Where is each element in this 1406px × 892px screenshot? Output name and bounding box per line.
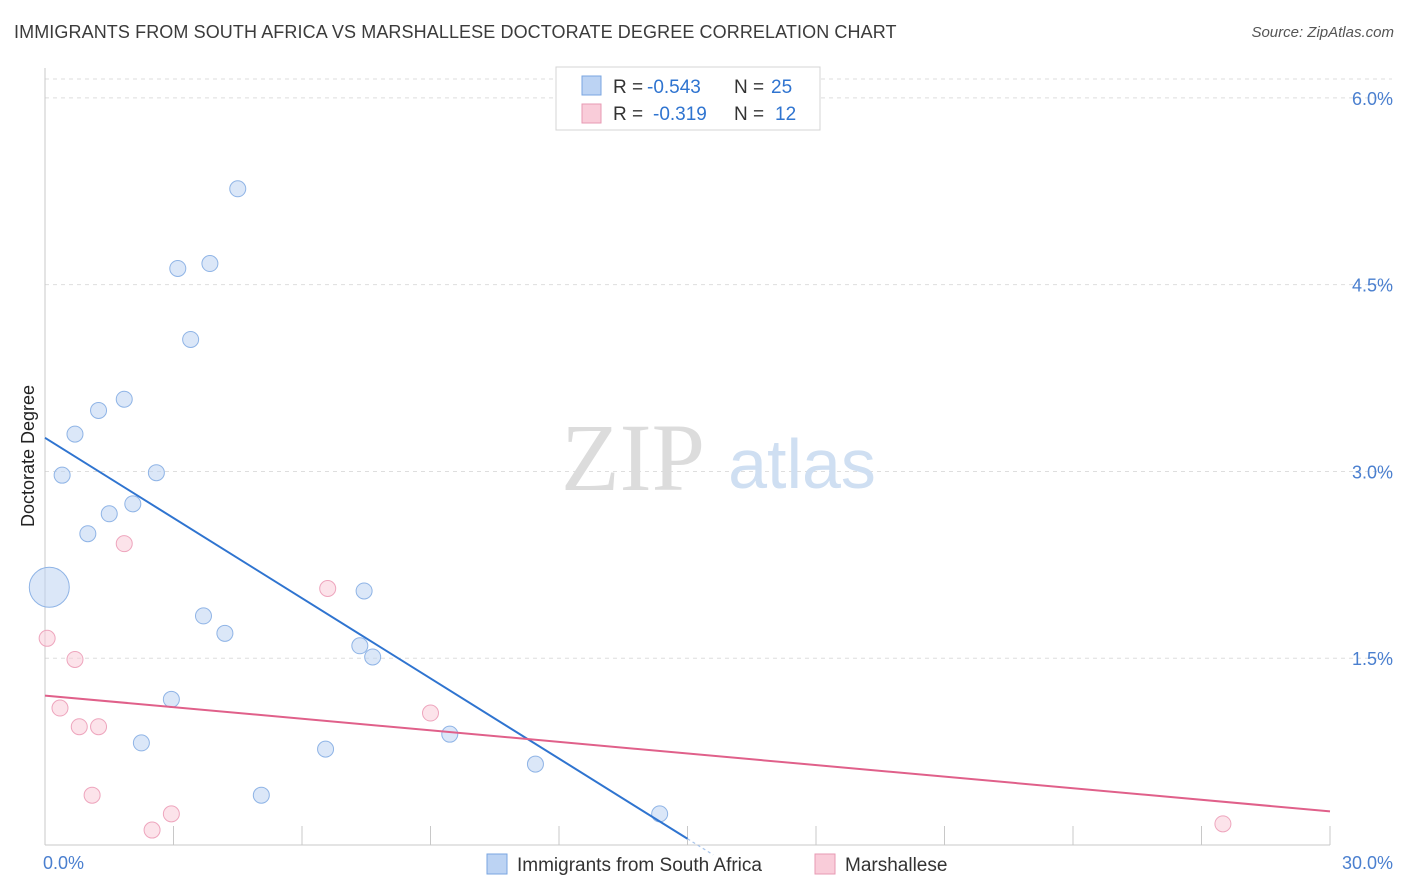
point-south-africa-13: [194, 607, 212, 625]
watermark-zip: ZIP: [561, 404, 705, 511]
watermark: ZIP atlas: [561, 404, 876, 511]
chart-title: IMMIGRANTS FROM SOUTH AFRICA VS MARSHALL…: [14, 22, 897, 42]
point-marshallese-11: [1214, 815, 1232, 833]
chart-source: Source: ZipAtlas.com: [1251, 24, 1394, 41]
trend-lines: [44, 436, 1331, 856]
point-south-africa-1: [53, 466, 71, 484]
legend-label-marshallese: Marshallese: [845, 855, 947, 876]
stats-legend-swatch-blue: [581, 75, 602, 96]
point-south-africa-5: [100, 505, 118, 523]
trend-line-south-africa-extension: [687, 838, 714, 856]
point-south-africa-4: [90, 401, 108, 419]
point-south-africa-6: [115, 390, 133, 408]
series-legend: Immigrants from South Africa Marshallese: [486, 853, 947, 876]
point-south-africa-15: [216, 624, 234, 642]
stats-legend: R = -0.543 N = 25 R = -0.319 N = 12: [555, 66, 821, 131]
point-south-africa-8: [132, 734, 150, 752]
point-marshallese-5: [90, 718, 108, 736]
point-south-africa-12: [182, 330, 200, 348]
point-south-africa-11: [169, 259, 187, 277]
point-south-africa-22: [441, 725, 459, 743]
stats-legend-n-value-2: 12: [775, 104, 796, 125]
point-south-africa-20: [355, 582, 373, 600]
point-south-africa-16: [229, 180, 247, 198]
point-marshallese-9: [319, 579, 337, 597]
y-tick-label-3: 6.0%: [1352, 89, 1393, 109]
point-marshallese-6: [115, 535, 133, 553]
point-marshallese-8: [162, 805, 180, 823]
point-marshallese-0: [38, 629, 56, 647]
watermark-atlas: atlas: [728, 425, 876, 503]
trend-line-south-africa: [44, 436, 689, 840]
point-south-africa-0: [28, 566, 70, 608]
stats-legend-r-value-1: -0.543: [647, 77, 701, 98]
point-south-africa-24: [651, 805, 669, 823]
legend-swatch-south-africa: [486, 853, 508, 875]
point-south-africa-2: [66, 425, 84, 443]
stats-legend-r-label-1: R =: [613, 77, 643, 98]
x-tick-label-end: 30.0%: [1342, 853, 1393, 873]
y-tick-label-1: 3.0%: [1352, 462, 1393, 482]
point-marshallese-2: [66, 650, 84, 668]
point-south-africa-14: [201, 255, 219, 273]
stats-legend-n-label-2: N =: [734, 104, 764, 125]
legend-label-south-africa: Immigrants from South Africa: [517, 855, 762, 876]
axes: [44, 68, 1331, 846]
point-south-africa-21: [364, 648, 382, 666]
point-marshallese-1: [51, 699, 69, 717]
stats-legend-n-value-1: 25: [771, 77, 792, 98]
x-tick-label-start: 0.0%: [43, 853, 84, 873]
point-marshallese-7: [143, 821, 161, 839]
point-south-africa-17: [252, 786, 270, 804]
legend-swatch-marshallese: [814, 853, 836, 875]
point-marshallese-10: [422, 704, 439, 722]
trend-line-marshallese: [44, 694, 1331, 813]
y-tick-label-2: 4.5%: [1352, 276, 1393, 296]
stats-legend-r-value-2: -0.319: [653, 104, 707, 125]
point-south-africa-23: [526, 755, 544, 773]
stats-legend-n-label-1: N =: [734, 77, 764, 98]
data-points: [28, 180, 1232, 839]
grid-lines: [45, 78, 1392, 659]
y-tick-label-0: 1.5%: [1352, 649, 1393, 669]
point-south-africa-9: [147, 464, 165, 482]
point-south-africa-7: [124, 495, 142, 513]
point-south-africa-18: [317, 740, 335, 758]
point-south-africa-3: [79, 525, 97, 543]
point-south-africa-10: [162, 690, 180, 708]
stats-legend-swatch-pink: [581, 103, 602, 124]
stats-legend-r-label-2: R =: [613, 104, 643, 125]
y-axis-title: Doctorate Degree: [18, 385, 38, 527]
point-south-africa-19: [351, 637, 369, 655]
point-marshallese-3: [70, 718, 88, 736]
point-marshallese-4: [83, 786, 101, 804]
tick-labels: 1.5% 3.0% 4.5% 6.0% 0.0% 30.0%: [43, 89, 1393, 873]
